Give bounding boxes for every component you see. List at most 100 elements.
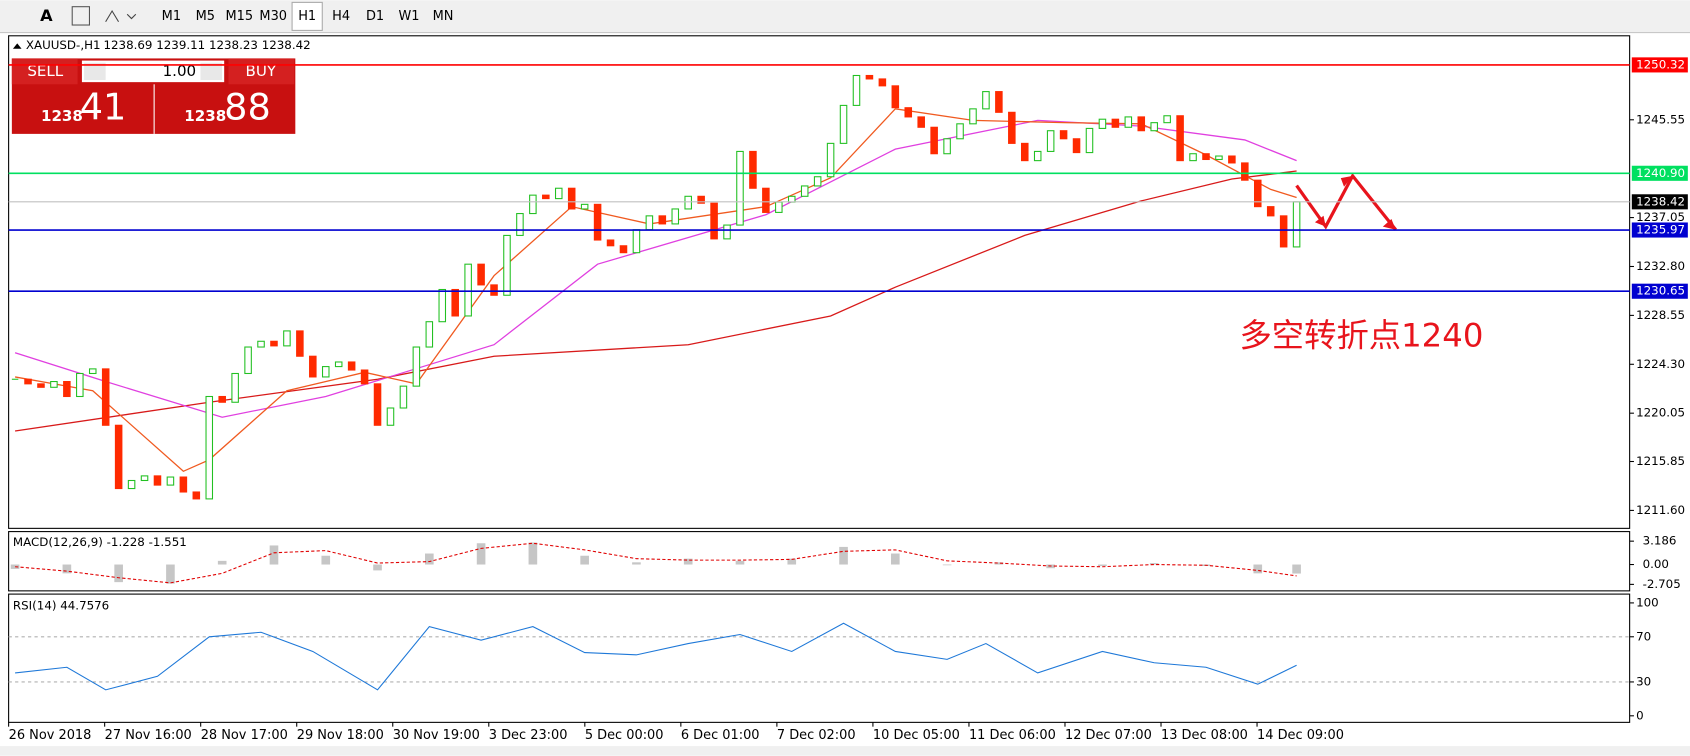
active-timeframe [291,1,323,31]
current-price-box [1631,194,1688,210]
timeframe-button[interactable]: H1 [298,9,316,24]
sell-button[interactable] [11,58,78,85]
lots-input[interactable] [81,60,225,83]
bid-small: 1238 [41,107,83,125]
label-tool[interactable] [71,6,90,26]
candle [438,288,447,323]
candle [1059,130,1068,140]
candle [800,185,809,197]
buy-button[interactable] [228,58,295,85]
timeframe-button[interactable]: W1 [399,9,420,24]
candle [516,213,524,236]
candle [244,346,252,375]
candle [1279,215,1288,248]
candle [593,203,602,241]
candle [166,476,175,486]
candle [24,378,32,385]
timeframe-button[interactable]: M1 [162,9,181,24]
annotation: 多空转折点1240 [1239,317,1483,355]
rsi-line [15,622,1297,691]
candle [1228,155,1236,164]
level-label-box [1631,222,1688,238]
trade-panel: SELL BUY 1.00 1238 41 1238 88 [11,58,296,134]
candle [1241,162,1249,181]
candle [826,142,835,178]
y-tick-label: 3.186 [1643,534,1677,548]
moving-average [14,170,1297,432]
candle [1072,138,1081,154]
candle [554,187,563,200]
y-tick-label: 1232.80 [1636,259,1685,273]
timeframe-button[interactable]: M15 [225,9,253,24]
candle [878,78,887,87]
candle [813,176,822,187]
candle [995,91,1003,113]
timeframe-button[interactable]: M5 [196,9,215,24]
macd-bar [1098,564,1107,566]
timeframe-button[interactable]: MN [433,9,454,24]
candle [412,346,421,387]
candle [1085,127,1094,154]
macd-bar [683,558,693,565]
text-tool[interactable]: A [40,6,53,25]
x-tick-label: 12 Dec 07:00 [1065,728,1152,743]
x-tick-label: 28 Nov 17:00 [201,728,288,743]
ask-big: 88 [224,86,271,129]
candle [231,372,239,403]
level-label: 1240.90 [1636,166,1685,180]
macd-bar [425,553,434,565]
candle [787,195,796,203]
x-tick-label: 13 Dec 08:00 [1161,728,1248,743]
candle [969,108,977,125]
timeframe-button[interactable]: D1 [366,9,384,24]
bid-big: 41 [80,86,127,129]
candle [529,194,537,215]
candle [37,383,45,388]
candle [321,366,330,378]
macd-bar [580,555,589,565]
macd-bar [632,562,641,565]
candle [179,476,188,493]
candle [1098,118,1107,129]
candle [477,263,485,286]
sell-label[interactable]: SELL [27,62,63,80]
macd-bar [373,564,382,571]
y-tick-label: 0.00 [1643,557,1669,571]
macd-bar [321,555,331,565]
x-tick-label: 30 Nov 19:00 [393,728,480,743]
candle [63,381,71,398]
candle [775,201,783,213]
buy-label[interactable]: BUY [246,62,277,80]
macd-bar [114,564,123,583]
macd-bar [1149,563,1159,565]
macd-bar [476,543,486,565]
timeframe-button[interactable]: M30 [259,9,287,24]
candle [140,475,149,482]
level-label: 1230.65 [1636,284,1685,298]
candle [1020,142,1029,162]
macd-bar [1253,564,1263,574]
macd-bar [217,560,227,565]
candle [153,475,162,486]
timeframe-button[interactable]: H4 [332,9,350,24]
candle [386,407,395,426]
lots[interactable]: 1.00 [163,62,197,80]
candle [451,288,459,317]
macd-bar [166,564,175,584]
candle [930,126,938,155]
macd-bar [839,546,848,565]
shapes-tool[interactable] [105,9,137,23]
candle [723,224,731,240]
candle [88,368,97,375]
candle [1253,179,1262,208]
candle [503,234,511,296]
symbol: XAUUSD-,H1 [26,38,101,52]
macd-bar [942,564,952,566]
candle [671,208,680,225]
candle [205,395,214,500]
current-price: 1238.42 [1636,194,1685,208]
macd-bar [994,562,1004,565]
y-tick-label: 1228.55 [1636,308,1685,322]
y-tick-label: 1237.05 [1636,210,1685,224]
candle [956,123,964,140]
